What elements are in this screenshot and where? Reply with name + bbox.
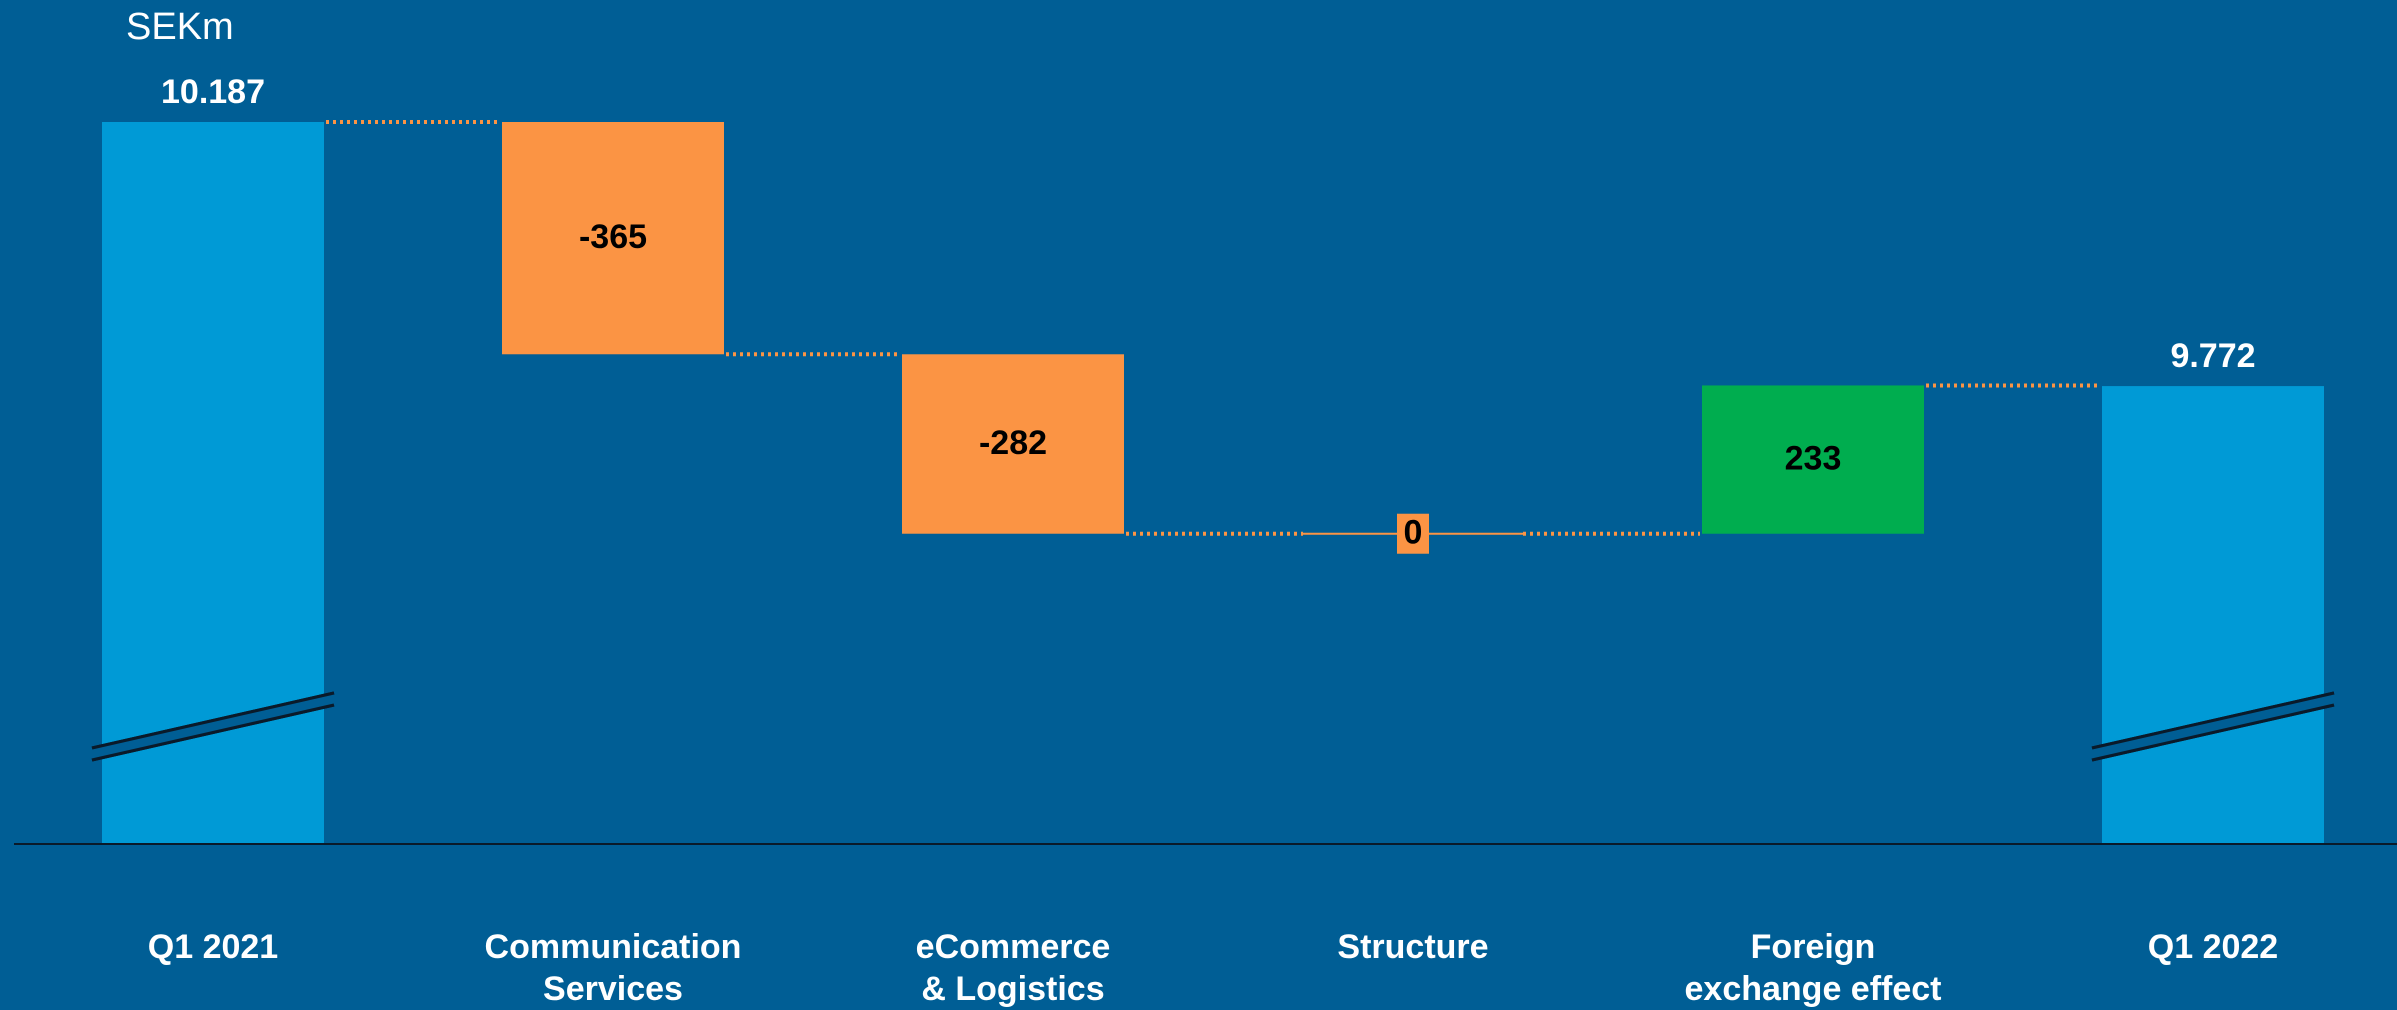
axis-break-line [91,691,335,750]
delta-bar [1702,385,1924,534]
value-label: 0 [1404,514,1423,552]
category-label: Communication Services [484,928,742,1008]
zero-bar [1397,513,1429,554]
category-label: Foreign exchange effect [1684,928,1942,1008]
total-bar [102,122,324,843]
axis-break-gap [2092,693,2334,760]
axis-break-line [2091,691,2335,750]
axis-break-line [91,703,335,762]
total-bar [2102,386,2324,843]
value-label: 10.187 [161,73,265,111]
category-label: eCommerce & Logistics [915,928,1111,1008]
axis-break-line [2091,703,2335,762]
category-label: Q1 2021 [147,928,279,966]
unit-label: SEKm [126,6,234,48]
category-label: Q1 2022 [2147,928,2279,966]
category-label: Structure [1337,928,1489,966]
delta-bar [902,354,1124,534]
value-label: 9.772 [2170,337,2255,375]
axis-break-gap [92,693,334,760]
value-label: -365 [579,218,647,256]
delta-bar [502,122,724,355]
value-label: -282 [979,424,1047,462]
value-label: 233 [1785,440,1842,478]
